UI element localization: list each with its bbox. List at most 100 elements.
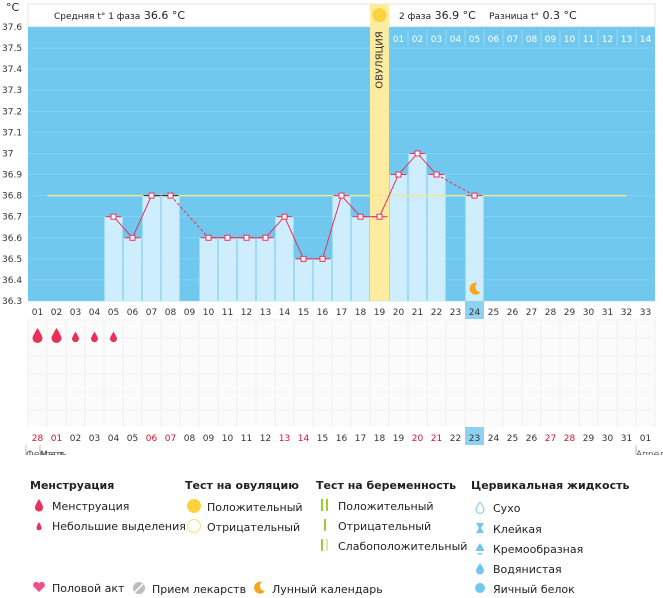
legend-menstruation-title: Менструация [30,479,115,492]
double-stripe-icon [316,498,334,515]
temp-line-segment [341,195,361,218]
cycle-day-label: 03 [70,308,81,318]
legend-cervical-title: Цервикальная жидкость [471,479,630,492]
temp-bar [408,153,427,301]
legend-moon-label: Лунный календарь [272,583,383,596]
y-tick-label: 37.6 [2,23,22,33]
calendar-date-label: 21 [431,434,442,444]
cycle-day-label: 32 [621,308,632,318]
legend-ovtest-positive: Положительный [185,498,303,517]
calendar-date-label: 03 [89,434,100,444]
diff-label: Разница t° [489,12,539,22]
legend-intercourse-label: Половой акт [52,582,125,595]
temp-point [376,213,383,220]
y-tick-label: 36.3 [2,297,22,307]
cycle-day-label: 14 [279,308,291,318]
cycle-day-label: 16 [317,308,329,318]
phase2-day-label: 04 [450,35,462,45]
calendar-date-label: 19 [393,434,405,444]
phase2-day-label: 14 [640,35,652,45]
y-tick-label: 36.7 [2,213,22,223]
cycle-day-label: 25 [488,308,499,318]
sun-negative-icon [185,518,203,537]
legend-cervical-sticky-label: Клейкая [493,523,542,536]
phase1-value: 36.6 °C [143,9,185,22]
heart-icon [30,581,48,596]
temp-line-segment [379,174,399,217]
legend-pregtest-negative: Отрицательный [316,518,431,535]
calendar-date-label: 01 [51,434,62,444]
small-drop-icon [91,331,98,343]
phase2-day-label: 03 [431,35,442,45]
cycle-day-label: 27 [526,308,537,318]
diff-value: 0.3 °C [542,9,577,22]
calendar-date-label: 29 [583,434,595,444]
sticky-icon [471,521,489,538]
legend-ovtest-negative-label: Отрицательный [207,521,301,534]
calendar-date-label: 10 [222,434,234,444]
month-label: Апрель [636,450,663,455]
temp-point [243,234,250,241]
blood-drop-icon [30,498,48,515]
blood-drop-icon [32,328,43,343]
y-tick-label: 37.2 [2,107,22,117]
month-label: Март [40,450,64,455]
phase2-day-label: 02 [412,35,423,45]
calendar-date-label: 11 [241,434,252,444]
temp-bar [142,195,161,301]
temp-bar [161,195,180,301]
temp-line-segment [436,174,475,197]
legend-pregtest-weak: Слабоположительный [316,538,467,555]
temp-point [471,192,478,199]
cycle-day-label: 31 [602,308,613,318]
moon-icon [469,282,481,295]
cycle-day-label: 11 [222,308,233,318]
temp-bar [465,195,484,301]
phase2-value: 36.9 °C [434,9,476,22]
today-date-cell [465,427,484,445]
phase2-day-label: 05 [469,35,480,45]
calendar-date-label: 24 [488,434,500,444]
legend-pregtest-positive-label: Положительный [338,500,434,513]
cycle-day-label: 04 [89,308,101,318]
moon-icon [250,581,268,598]
y-tick-label: 36.4 [2,276,22,286]
temp-point [205,234,212,241]
cycle-day-label: 24 [469,308,481,318]
temp-bar [104,216,123,301]
calendar-date-label: 25 [507,434,518,444]
single-stripe-icon [316,518,334,535]
phase2-day-label: 09 [545,35,557,45]
legend-cervical-creamy: Кремообразная [471,541,583,558]
legend-cervical-creamy-label: Кремообразная [493,543,584,556]
cycle-day-label: 02 [51,308,62,318]
calendar-date-label: 28 [32,434,44,444]
temp-point [110,213,117,220]
today-day-cell [465,301,484,319]
temp-bar [313,258,332,301]
cycle-day-label: 12 [241,308,252,318]
legend-ovtest-negative: Отрицательный [185,518,300,537]
temp-point [129,234,136,241]
watery-drop-icon [471,561,489,578]
calendar-date-label: 01 [640,434,651,444]
legend-spotting: Небольшие выделения [30,518,186,535]
calendar-date-label: 02 [70,434,81,444]
temp-line-segment [113,216,133,239]
unit-label: °C [6,1,20,14]
calendar-date-label: 12 [260,434,271,444]
cycle-day-label: 08 [165,308,177,318]
calendar-date-label: 05 [127,434,138,444]
dry-drop-icon [471,500,489,517]
pill-icon [130,581,148,598]
legend-cervical-eggwhite: Яичный белок [471,581,575,598]
calendar-date-label: 30 [602,434,614,444]
calendar-date-label: 18 [374,434,386,444]
cycle-day-label: 28 [545,308,557,318]
phase2-day-label: 12 [602,35,613,45]
temp-bar [218,237,237,301]
sun-positive-icon [185,498,203,517]
calendar-date-label: 13 [279,434,290,444]
creamy-drop-icon [471,541,489,558]
calendar-date-label: 15 [317,434,328,444]
